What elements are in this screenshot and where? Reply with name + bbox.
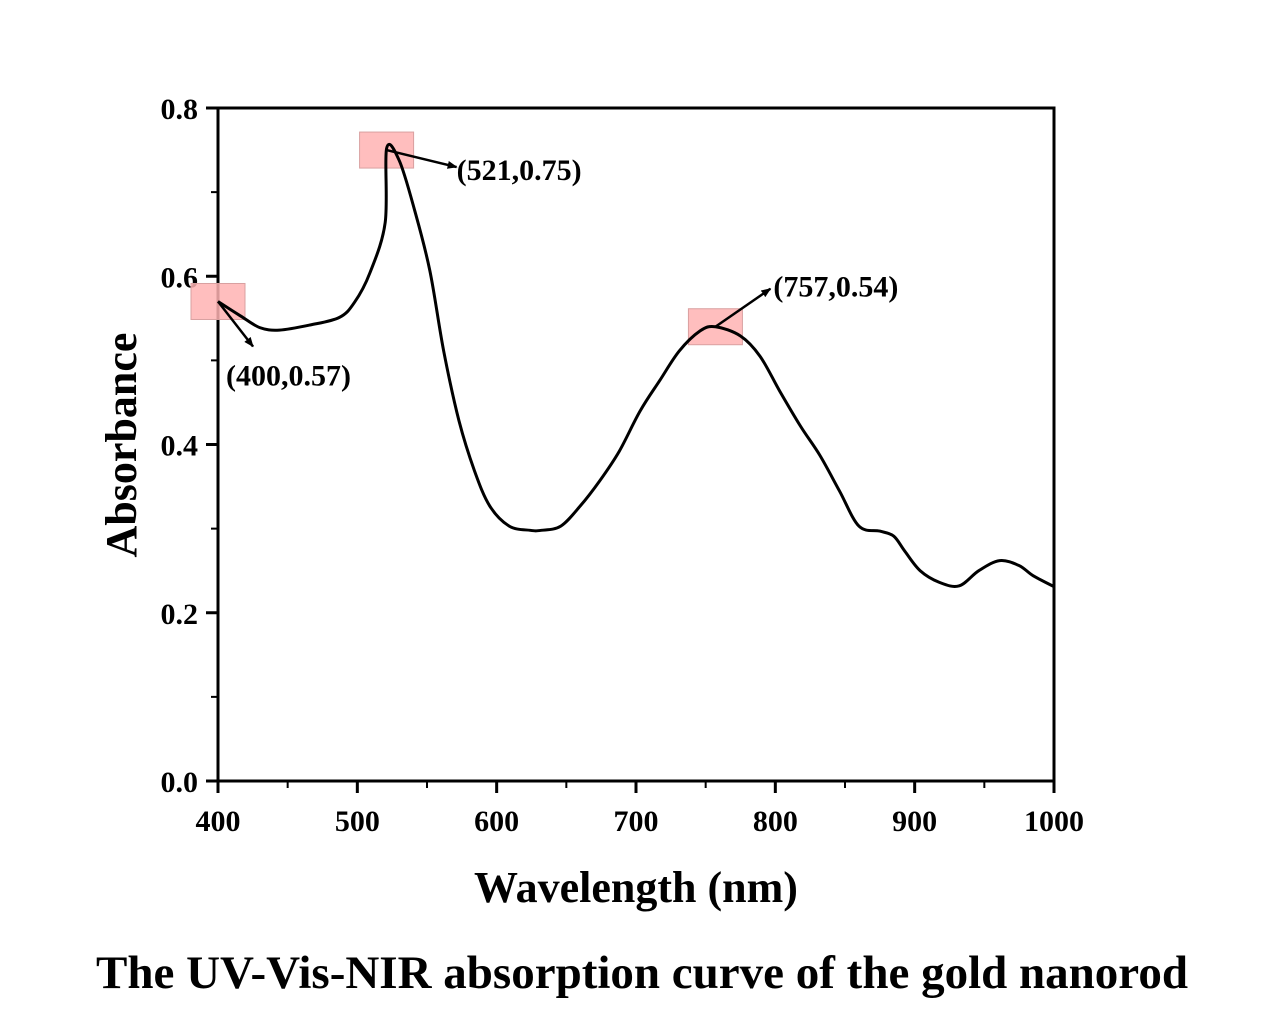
x-tick-label: 700	[614, 805, 659, 838]
y-tick-label: 0.4	[161, 430, 199, 463]
plot-border	[216, 106, 1056, 783]
annotation-label: (521,0.75)	[457, 154, 582, 187]
annotation-label: (400,0.57)	[226, 359, 351, 392]
absorbance-curve	[217, 142, 1055, 589]
annotations: (400,0.57) (521,0.75) (757,0.54)	[217, 148, 898, 392]
y-tick-label: 0.8	[161, 93, 199, 126]
y-tick-label: 0.2	[161, 598, 199, 631]
plot-frame	[216, 106, 1056, 783]
annotation-label: (757,0.54)	[773, 271, 898, 304]
figure-caption: The UV-Vis-NIR absorption curve of the g…	[96, 947, 1188, 999]
x-axis-title: Wavelength (nm)	[474, 863, 798, 912]
x-tick-label: 400	[196, 805, 241, 838]
x-tick-label: 900	[892, 805, 937, 838]
x-tick-label: 500	[335, 805, 380, 838]
annotation-arrow	[217, 300, 254, 348]
series-group	[217, 142, 1055, 589]
x-tick-label: 800	[753, 805, 798, 838]
y-tick-label: 0.0	[161, 766, 199, 799]
y-axis-title: Absorbance	[97, 333, 146, 558]
y-axis: 0.00.20.40.60.8	[161, 93, 218, 799]
x-tick-label: 600	[474, 805, 519, 838]
x-tick-label: 1000	[1024, 805, 1084, 838]
x-axis: 400 500 600 700 800 900 1000	[196, 781, 1084, 838]
annotation-arrow	[714, 287, 772, 328]
annotation-arrow	[386, 148, 458, 169]
